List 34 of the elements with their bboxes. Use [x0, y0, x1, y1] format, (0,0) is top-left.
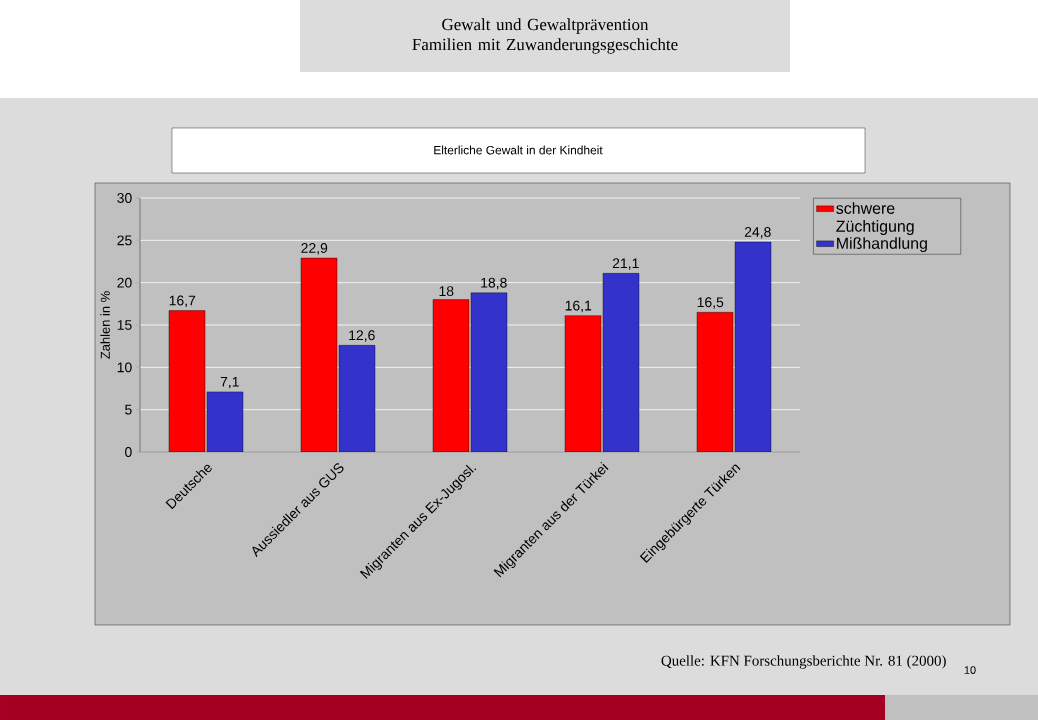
- text: 10: [964, 666, 976, 674]
- bar: [207, 391, 244, 452]
- bar: [734, 241, 772, 452]
- data-label: 16,7: [169, 295, 196, 308]
- data-label: 7,1: [220, 376, 239, 389]
- bar: [603, 273, 639, 452]
- y-tick-label: 30: [117, 193, 132, 203]
- y-axis-title: Zahlen in %: [100, 291, 110, 359]
- data-label: 21,1: [612, 258, 639, 270]
- data-label: 24,8: [744, 226, 771, 239]
- bar: [301, 258, 338, 452]
- data-label: 18,8: [481, 277, 507, 290]
- bar: [696, 312, 734, 452]
- data-label: 16,5: [697, 297, 724, 309]
- data-label: 16,1: [565, 300, 592, 313]
- bar: [169, 310, 206, 452]
- text: Gewalt und Gewaltprävention Familien mit Zuwanderungsgeschichte: [412, 18, 678, 54]
- bar: [433, 299, 470, 452]
- y-tick-label: 20: [117, 277, 132, 288]
- bar: [339, 345, 376, 452]
- bar: [471, 292, 508, 452]
- y-tick-label: 0: [125, 447, 132, 457]
- bar: [565, 315, 602, 452]
- y-tick-label: 10: [117, 362, 132, 373]
- source-note: Quelle: KFN Forschungsberichte Nr. 81 (2000): [661, 655, 946, 669]
- legend-label: schwere Züchtigung: [836, 202, 914, 235]
- y-tick-label: 15: [117, 320, 132, 330]
- data-label: 22,9: [301, 243, 328, 255]
- y-tick-label: 25: [117, 235, 132, 246]
- data-label: 18: [439, 286, 454, 297]
- y-tick-label: 5: [125, 404, 132, 415]
- data-label: 12,6: [349, 330, 375, 342]
- legend-label: Mißhandlung: [837, 237, 927, 253]
- chart-title: Elterliche Gewalt in der Kindheit: [434, 145, 603, 155]
